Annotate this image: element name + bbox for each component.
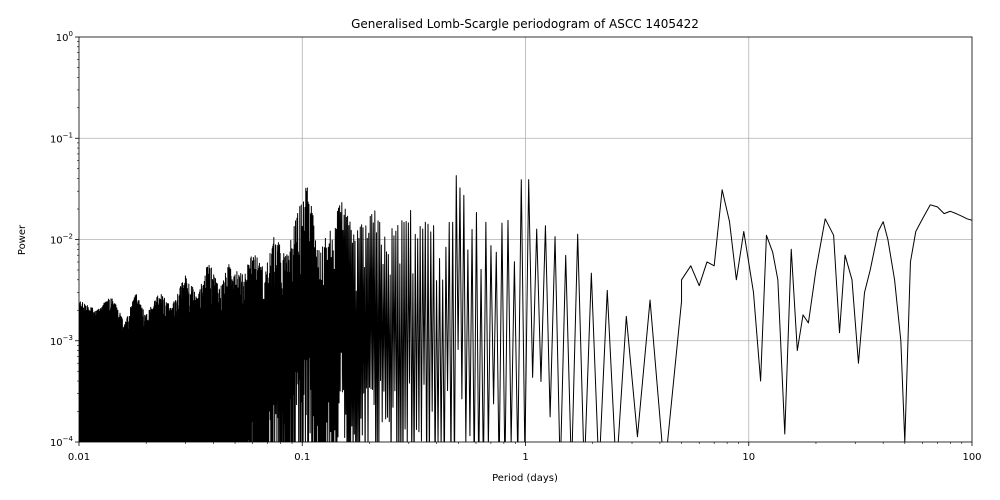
y-tick-label: 10−3 <box>50 334 73 348</box>
x-tick-label: 10 <box>742 452 755 463</box>
x-axis-label: Period (days) <box>492 473 558 484</box>
y-axis-label: Power <box>17 224 28 255</box>
x-tick-label: 100 <box>962 452 981 463</box>
x-tick-label: 0.1 <box>294 452 310 463</box>
periodogram-line <box>79 175 972 442</box>
x-axis: 0.01 0.1 1 10 100 <box>68 442 982 463</box>
y-tick-label: 10−4 <box>50 435 74 449</box>
plot-area <box>79 175 972 442</box>
y-tick-label: 10−1 <box>50 131 73 145</box>
y-tick-label: 10−2 <box>50 233 73 247</box>
chart-title: Generalised Lomb-Scargle periodogram of … <box>351 17 699 31</box>
x-tick-label: 1 <box>522 452 528 463</box>
x-tick-label: 0.01 <box>68 452 90 463</box>
y-tick-label: 100 <box>56 30 73 44</box>
y-axis: 10−4 10−3 10−2 10−1 100 <box>50 30 79 449</box>
